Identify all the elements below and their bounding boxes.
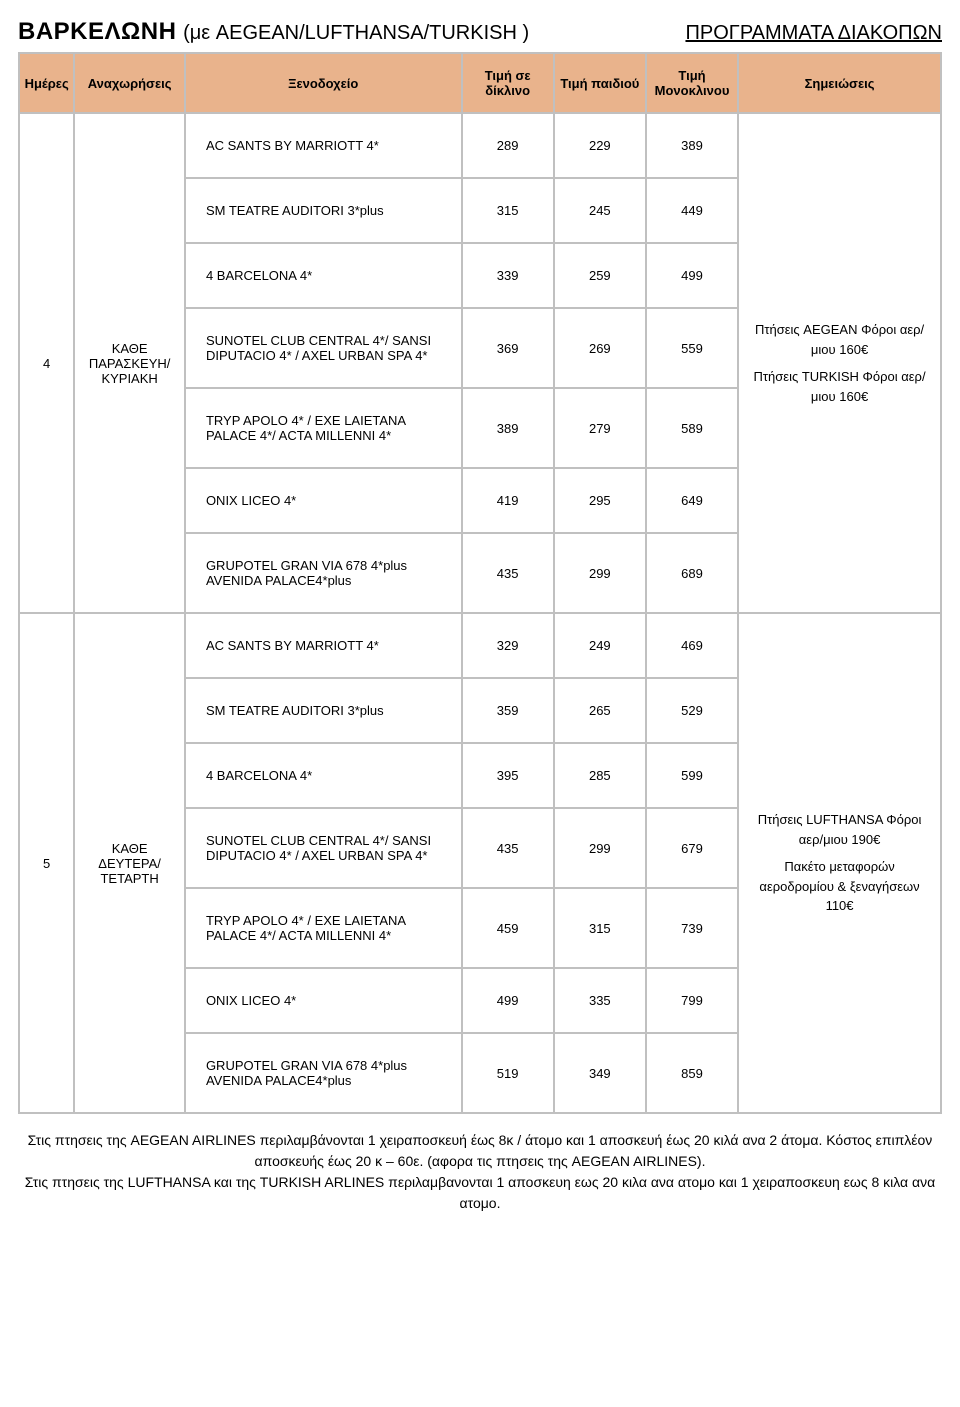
header-hotel: Ξενοδοχείο <box>185 53 462 113</box>
cell-price-child: 299 <box>554 533 646 613</box>
cell-notes: Πτήσεις AEGEAN Φόροι αερ/μιου 160€ Πτήσε… <box>738 113 941 613</box>
cell-price-child: 299 <box>554 808 646 888</box>
cell-price-twin: 459 <box>462 888 554 968</box>
cell-price-single: 469 <box>646 613 738 678</box>
cell-price-child: 249 <box>554 613 646 678</box>
cell-hotel: GRUPOTEL GRAN VIA 678 4*plus AVENIDA PAL… <box>185 1033 462 1113</box>
cell-hotel: TRYP APOLO 4* / EXE LAIETANA PALACE 4*/ … <box>185 388 462 468</box>
cell-price-child: 315 <box>554 888 646 968</box>
cell-price-twin: 435 <box>462 533 554 613</box>
cell-price-child: 295 <box>554 468 646 533</box>
table-row: 5 ΚΑΘΕ ΔΕΥΤΕΡΑ/ ΤΕΤΑΡΤΗ AC SANTS BY MARR… <box>19 613 941 678</box>
cell-notes: Πτήσεις LUFTHANSA Φόροι αερ/μιου 190€ Πα… <box>738 613 941 1113</box>
notes-block: Πακέτο μεταφορών αεροδρομίου & ξεναγήσεω… <box>747 857 932 916</box>
cell-days: 5 <box>19 613 74 1113</box>
table-row: 4 ΚΑΘΕ ΠΑΡΑΣΚΕΥΗ/ ΚΥΡΙΑΚΗ AC SANTS BY MA… <box>19 113 941 178</box>
title-left: ΒΑΡΚΕΛΩΝΗ (με AEGEAN/LUFTHANSA/TURKISH ) <box>18 18 529 46</box>
header-price-single: Τιμή Μονοκλινου <box>646 53 738 113</box>
cell-hotel: SUNOTEL CLUB CENTRAL 4*/ SANSI DIPUTACIO… <box>185 308 462 388</box>
cell-departures: ΚΑΘΕ ΔΕΥΤΕΡΑ/ ΤΕΤΑΡΤΗ <box>74 613 185 1113</box>
cell-price-single: 649 <box>646 468 738 533</box>
cell-price-single: 739 <box>646 888 738 968</box>
cell-price-twin: 369 <box>462 308 554 388</box>
header-price-twin: Τιμή σε δίκλινο <box>462 53 554 113</box>
cell-price-single: 679 <box>646 808 738 888</box>
cell-hotel: 4 BARCELONA 4* <box>185 743 462 808</box>
cell-price-single: 389 <box>646 113 738 178</box>
cell-price-child: 269 <box>554 308 646 388</box>
footnote: Στις πτησεις της AEGEAN AIRLINES περιλαμ… <box>18 1130 942 1214</box>
cell-price-twin: 315 <box>462 178 554 243</box>
footnote-line: Στις πτησεις της AEGEAN AIRLINES περιλαμ… <box>18 1130 942 1172</box>
header-days: Ημέρες <box>19 53 74 113</box>
title-row: ΒΑΡΚΕΛΩΝΗ (με AEGEAN/LUFTHANSA/TURKISH )… <box>18 18 942 46</box>
cell-price-twin: 499 <box>462 968 554 1033</box>
cell-price-child: 229 <box>554 113 646 178</box>
cell-hotel: SUNOTEL CLUB CENTRAL 4*/ SANSI DIPUTACIO… <box>185 808 462 888</box>
notes-block: Πτήσεις LUFTHANSA Φόροι αερ/μιου 190€ <box>747 810 932 849</box>
cell-price-single: 559 <box>646 308 738 388</box>
footnote-line: Στις πτησεις της LUFTHANSA και της TURKI… <box>18 1172 942 1214</box>
cell-hotel: TRYP APOLO 4* / EXE LAIETANA PALACE 4*/ … <box>185 888 462 968</box>
title-destination: ΒΑΡΚΕΛΩΝΗ <box>18 18 176 45</box>
cell-price-twin: 289 <box>462 113 554 178</box>
cell-price-single: 529 <box>646 678 738 743</box>
cell-price-twin: 359 <box>462 678 554 743</box>
cell-price-child: 245 <box>554 178 646 243</box>
cell-days: 4 <box>19 113 74 613</box>
cell-hotel: GRUPOTEL GRAN VIA 678 4*plus AVENIDA PAL… <box>185 533 462 613</box>
cell-hotel: ONIX LICEO 4* <box>185 468 462 533</box>
pricing-table: Ημέρες Αναχωρήσεις Ξενοδοχείο Τιμή σε δί… <box>18 52 942 1114</box>
cell-hotel: SM TEATRE AUDITORI 3*plus <box>185 678 462 743</box>
notes-block: Πτήσεις TURKISH Φόροι αερ/μιου 160€ <box>747 367 932 406</box>
cell-hotel: AC SANTS BY MARRIOTT 4* <box>185 113 462 178</box>
title-right: ΠΡΟΓΡΑΜΜΑΤΑ ΔΙΑΚΟΠΩΝ <box>685 22 942 45</box>
cell-hotel: AC SANTS BY MARRIOTT 4* <box>185 613 462 678</box>
header-notes: Σημειώσεις <box>738 53 941 113</box>
cell-price-child: 259 <box>554 243 646 308</box>
cell-price-twin: 519 <box>462 1033 554 1113</box>
cell-price-twin: 395 <box>462 743 554 808</box>
cell-price-child: 265 <box>554 678 646 743</box>
notes-block: Πτήσεις AEGEAN Φόροι αερ/μιου 160€ <box>747 320 932 359</box>
cell-price-child: 335 <box>554 968 646 1033</box>
title-carriers: (με AEGEAN/LUFTHANSA/TURKISH ) <box>183 22 529 44</box>
cell-price-twin: 329 <box>462 613 554 678</box>
cell-price-single: 449 <box>646 178 738 243</box>
cell-hotel: ONIX LICEO 4* <box>185 968 462 1033</box>
cell-price-twin: 389 <box>462 388 554 468</box>
cell-departures: ΚΑΘΕ ΠΑΡΑΣΚΕΥΗ/ ΚΥΡΙΑΚΗ <box>74 113 185 613</box>
cell-price-single: 589 <box>646 388 738 468</box>
cell-price-single: 599 <box>646 743 738 808</box>
cell-price-single: 689 <box>646 533 738 613</box>
cell-price-single: 859 <box>646 1033 738 1113</box>
header-row: Ημέρες Αναχωρήσεις Ξενοδοχείο Τιμή σε δί… <box>19 53 941 113</box>
header-departures: Αναχωρήσεις <box>74 53 185 113</box>
cell-price-twin: 419 <box>462 468 554 533</box>
cell-hotel: 4 BARCELONA 4* <box>185 243 462 308</box>
cell-price-single: 499 <box>646 243 738 308</box>
cell-price-twin: 435 <box>462 808 554 888</box>
cell-price-child: 279 <box>554 388 646 468</box>
cell-price-child: 285 <box>554 743 646 808</box>
header-price-child: Τιμή παιδιού <box>554 53 646 113</box>
cell-price-single: 799 <box>646 968 738 1033</box>
cell-price-twin: 339 <box>462 243 554 308</box>
cell-hotel: SM TEATRE AUDITORI 3*plus <box>185 178 462 243</box>
cell-price-child: 349 <box>554 1033 646 1113</box>
